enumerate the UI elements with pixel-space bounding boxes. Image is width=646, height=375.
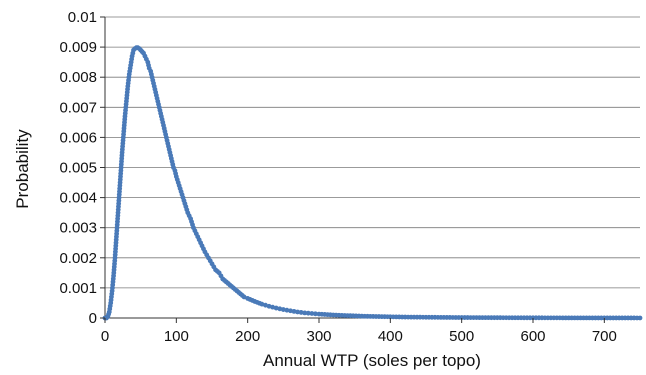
x-axis-title: Annual WTP (soles per topo) — [263, 351, 481, 370]
y-tick-label: 0.004 — [59, 190, 97, 207]
data-series — [102, 45, 643, 321]
gridlines — [105, 16, 640, 289]
y-axis-title: Probability — [13, 129, 32, 209]
y-tick-label: 0.002 — [59, 250, 97, 267]
data-point — [313, 311, 318, 317]
x-tick-label: 300 — [306, 328, 331, 345]
x-tick-label: 600 — [520, 328, 545, 345]
y-axis-ticks: 0 0.001 0.002 0.003 0.004 0.005 0.006 0.007 0.00… — [59, 9, 105, 327]
x-tick-label: 100 — [164, 328, 189, 345]
data-point — [298, 310, 304, 315]
x-axis-ticks: 0 100 200 300 400 500 600 700 — [101, 318, 617, 345]
x-tick-label: 400 — [378, 328, 403, 345]
y-tick-label: 0.007 — [59, 99, 97, 116]
y-tick-label: 0.008 — [59, 69, 97, 86]
data-point — [284, 307, 290, 313]
data-point — [637, 315, 643, 321]
data-point — [288, 308, 293, 314]
x-tick-label: 500 — [449, 328, 474, 345]
data-point — [302, 310, 308, 316]
x-tick-label: 0 — [101, 328, 109, 345]
y-tick-label: 0.003 — [59, 220, 97, 237]
data-point — [295, 309, 300, 315]
y-tick-label: 0.001 — [59, 280, 97, 297]
data-point — [309, 311, 315, 316]
y-tick-label: 0 — [89, 310, 97, 327]
y-tick-label: 0.005 — [59, 160, 97, 177]
x-tick-label: 200 — [235, 328, 260, 345]
data-point — [277, 306, 283, 312]
x-tick-label: 700 — [592, 328, 617, 345]
y-tick-label: 0.006 — [59, 129, 97, 146]
data-point — [280, 307, 286, 312]
y-tick-label: 0.009 — [59, 39, 97, 56]
data-point — [291, 308, 297, 314]
data-point — [273, 305, 279, 311]
data-point — [305, 310, 311, 316]
y-tick-label: 0.01 — [68, 9, 97, 26]
